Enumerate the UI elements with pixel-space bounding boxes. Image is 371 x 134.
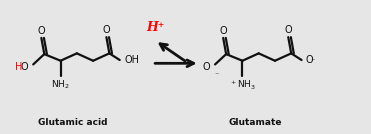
Text: O: O xyxy=(285,25,292,35)
Text: O: O xyxy=(203,62,210,72)
Text: O: O xyxy=(219,26,227,36)
Text: H: H xyxy=(15,62,22,72)
Text: H⁺: H⁺ xyxy=(146,21,164,34)
Text: ⁻: ⁻ xyxy=(311,57,315,66)
Text: $^+$NH$_3$: $^+$NH$_3$ xyxy=(229,79,256,92)
Text: O: O xyxy=(21,62,29,72)
Text: O: O xyxy=(37,26,45,36)
Text: O: O xyxy=(103,25,110,35)
Text: Glutamate: Glutamate xyxy=(228,118,282,127)
Text: Glutamic acid: Glutamic acid xyxy=(38,118,108,127)
Text: NH$_2$: NH$_2$ xyxy=(51,79,70,91)
Text: ⁻: ⁻ xyxy=(214,70,219,79)
Text: O: O xyxy=(305,55,313,65)
Text: OH: OH xyxy=(125,55,140,65)
